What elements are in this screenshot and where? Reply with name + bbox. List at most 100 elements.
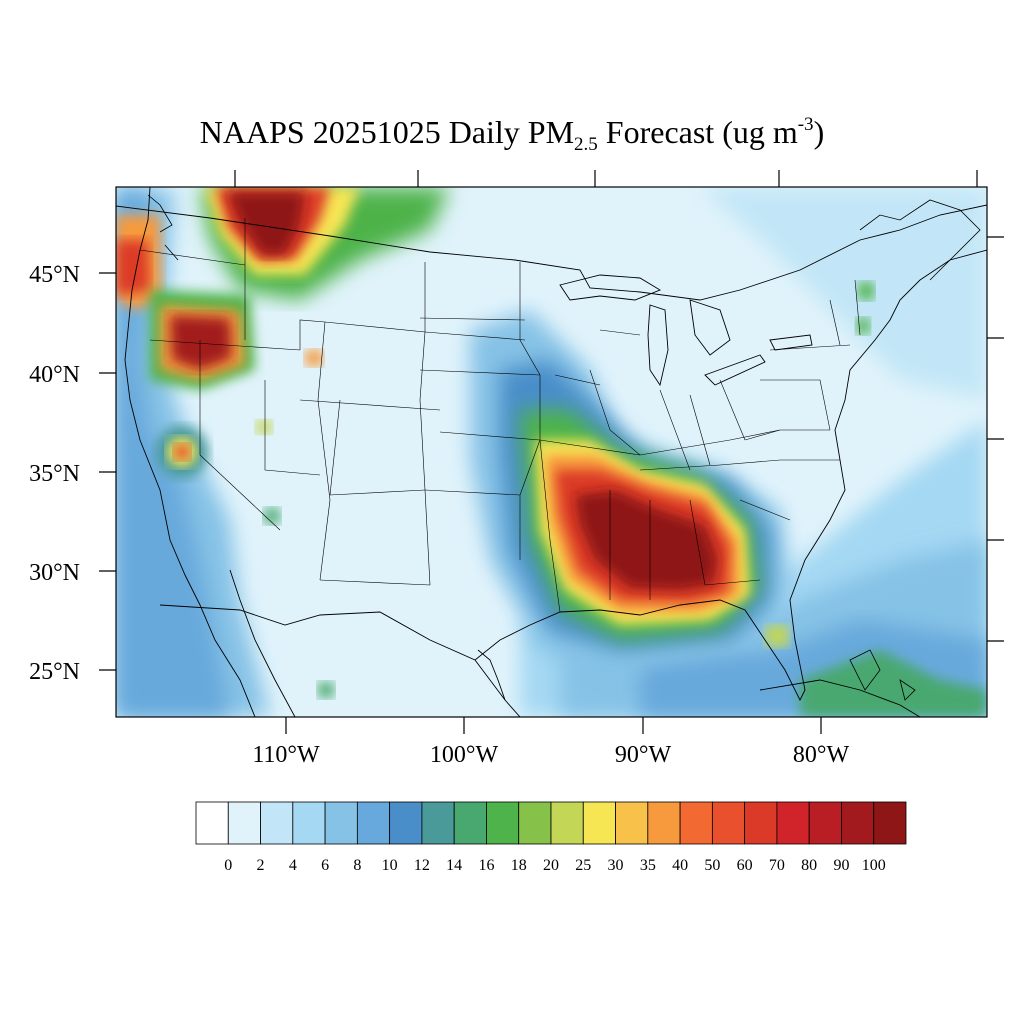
bahamas-plume bbox=[800, 650, 987, 717]
map-frame bbox=[115, 186, 988, 718]
lat-label: 35°N bbox=[29, 461, 80, 487]
bahamas-outline bbox=[849, 649, 916, 701]
colorbar-swatch bbox=[711, 801, 746, 845]
lat-label: 45°N bbox=[29, 262, 80, 288]
colorbar-label: 0 bbox=[224, 857, 232, 874]
map-area bbox=[116, 187, 987, 717]
canada-coastline bbox=[859, 199, 981, 281]
baja-coastline bbox=[229, 569, 296, 717]
colorbar-label: 14 bbox=[446, 857, 462, 874]
hotspot-arizona bbox=[264, 508, 280, 524]
rockies-plume-core bbox=[228, 192, 305, 255]
colorbar-swatch bbox=[324, 801, 358, 845]
lon-label: 110°W bbox=[252, 742, 320, 768]
lat-label: 30°N bbox=[29, 560, 80, 586]
northeast-haze bbox=[700, 187, 987, 400]
pacific-coast-plume-inner bbox=[116, 190, 230, 717]
colorbar-swatch bbox=[292, 801, 326, 845]
colorbar-label: 60 bbox=[737, 857, 753, 874]
pacific-coastline bbox=[124, 187, 256, 717]
hotspot-mexico bbox=[318, 682, 334, 698]
colorbar-swatch bbox=[486, 801, 520, 845]
lake-huron bbox=[689, 299, 731, 356]
colorbar-swatch bbox=[260, 801, 294, 845]
hotspot-florida bbox=[765, 625, 789, 647]
longitude-labels: 110°W 100°W 90°W 80°W bbox=[252, 742, 849, 768]
colorbar-swatch bbox=[873, 801, 907, 845]
mexico-gulf-coastline bbox=[477, 649, 506, 701]
bottom-ticks bbox=[285, 717, 822, 734]
gulf-coastline bbox=[474, 249, 987, 702]
title-superscript: -3 bbox=[797, 114, 814, 135]
lon-label: 90°W bbox=[615, 742, 672, 768]
colorbar-label: 10 bbox=[382, 857, 398, 874]
colorbar-label: 12 bbox=[414, 857, 430, 874]
mississippi-plume-core bbox=[575, 490, 718, 590]
colorbar-swatch bbox=[550, 801, 584, 845]
latitude-labels: 45°N 40°N 35°N 30°N 25°N bbox=[29, 262, 80, 685]
colorbar-swatch bbox=[389, 801, 423, 845]
colorbar bbox=[195, 801, 907, 845]
colorbar-swatch bbox=[647, 801, 681, 845]
lon-label: 80°W bbox=[793, 742, 850, 768]
us-canada-border bbox=[116, 204, 987, 301]
colorbar-labels: 0 2 4 6 8 10 12 14 16 18 20 25 30 35 40 50 60 70 80 90 100 bbox=[224, 857, 885, 874]
oregon-plume-core bbox=[170, 315, 232, 370]
pnw-islands bbox=[147, 194, 179, 261]
colorbar-swatch bbox=[808, 801, 842, 845]
top-ticks bbox=[234, 170, 978, 187]
colorbar-label: 18 bbox=[511, 857, 527, 874]
colorbar-label: 30 bbox=[608, 857, 624, 874]
title-prefix: NAAPS 20251025 Daily PM bbox=[199, 114, 575, 150]
lake-ontario bbox=[769, 334, 813, 351]
colorbar-swatch bbox=[518, 801, 552, 845]
colorbar-swatch bbox=[841, 801, 875, 845]
colorbar-label: 6 bbox=[321, 857, 329, 874]
colorbar-label: 2 bbox=[257, 857, 265, 874]
left-ticks bbox=[99, 272, 116, 671]
us-mexico-border bbox=[159, 604, 521, 717]
colorbar-swatch bbox=[453, 801, 487, 845]
lat-label: 25°N bbox=[29, 659, 80, 685]
colorbar-swatch bbox=[227, 801, 261, 845]
hotspot-newengland bbox=[856, 318, 870, 334]
colorbar-label: 35 bbox=[640, 857, 656, 874]
colorbar-swatch bbox=[744, 801, 778, 845]
colorbar-swatch bbox=[615, 801, 649, 845]
right-ticks bbox=[987, 236, 1004, 642]
hotspot-maine bbox=[858, 282, 874, 300]
colorbar-label: 16 bbox=[478, 857, 494, 874]
lake-erie bbox=[704, 354, 766, 386]
map-title: NAAPS 20251025 Daily PM2.5 Forecast (ug … bbox=[0, 112, 1024, 155]
colorbar-label: 4 bbox=[289, 857, 297, 874]
colorbar-label: 25 bbox=[575, 857, 591, 874]
colorbar-swatch bbox=[195, 801, 229, 845]
colorbar-label: 100 bbox=[862, 857, 886, 874]
colorbar-swatch bbox=[582, 801, 616, 845]
colorbar-swatch bbox=[776, 801, 810, 845]
state-boundaries bbox=[139, 218, 861, 613]
colorbar-label: 70 bbox=[769, 857, 785, 874]
colorbar-label: 90 bbox=[833, 857, 849, 874]
lake-superior bbox=[559, 274, 662, 301]
colorbar-swatch bbox=[679, 801, 713, 845]
colorbar-swatch bbox=[356, 801, 391, 845]
lon-label: 100°W bbox=[430, 742, 499, 768]
california-plume-core bbox=[174, 444, 190, 460]
title-subscript: 2.5 bbox=[574, 134, 598, 155]
lake-michigan bbox=[647, 304, 669, 387]
lat-label: 40°N bbox=[29, 362, 80, 388]
colorbar-swatch bbox=[421, 801, 455, 845]
colorbar-label: 40 bbox=[672, 857, 688, 874]
title-suffix: ) bbox=[813, 114, 825, 150]
colorbar-label: 80 bbox=[801, 857, 817, 874]
colorbar-label: 8 bbox=[353, 857, 361, 874]
hotspot-utah bbox=[256, 420, 272, 434]
colorbar-label: 50 bbox=[704, 857, 720, 874]
colorbar-label: 20 bbox=[543, 857, 559, 874]
title-middle: Forecast (ug m bbox=[597, 114, 798, 150]
hotspot-idaho bbox=[305, 350, 323, 366]
pnw-plume-core bbox=[116, 240, 150, 295]
cuba-outline bbox=[759, 679, 921, 717]
